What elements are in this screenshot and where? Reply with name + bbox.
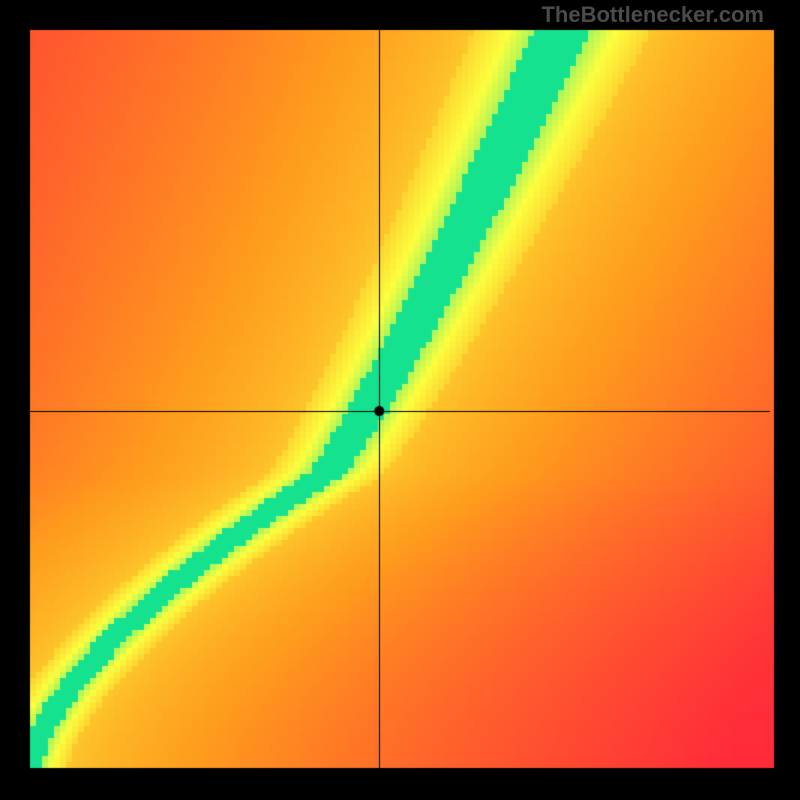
bottleneck-heatmap: [0, 0, 800, 800]
chart-container: TheBottlenecker.com: [0, 0, 800, 800]
